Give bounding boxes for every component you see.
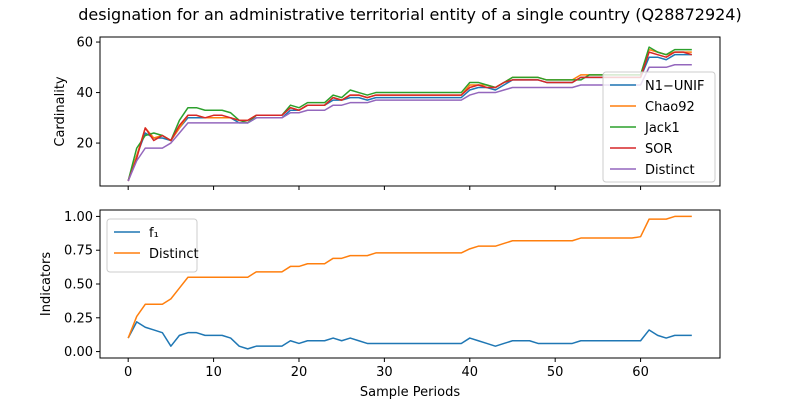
y-tick-label: 60 xyxy=(76,36,93,51)
legend-box xyxy=(602,71,716,183)
axes-frame xyxy=(99,36,721,187)
legend-label: Distinct xyxy=(645,163,695,178)
subplot-2: 0 10 20 30 40 50 60 0.00 0.25 0.50 0.75 1.00 Indicat… xyxy=(39,209,721,400)
legend-label: f₁ xyxy=(149,226,159,241)
legend-label: Jack1 xyxy=(644,121,680,136)
x-tick-label: 40 xyxy=(462,365,479,380)
x-tick-label: 10 xyxy=(205,365,222,380)
y-tick-label: 0.00 xyxy=(64,345,93,360)
x-tick-label: 50 xyxy=(547,365,564,380)
y-axis-label: Cardinality xyxy=(53,76,68,147)
chart-title: designation for an administrative territ… xyxy=(78,5,741,24)
y-axis-label: Indicators xyxy=(39,252,54,316)
x-tick-label: 20 xyxy=(291,365,308,380)
x-tick-label: 60 xyxy=(632,365,649,380)
y-tick-label: 0.50 xyxy=(64,278,93,293)
series-line-2-2 xyxy=(127,215,692,339)
x-axis-label: Sample Periods xyxy=(360,385,460,400)
subplot-1: 20 40 60 Cardinality N1−UNIF Chao92 Jack1 SOR Di… xyxy=(53,36,721,190)
y-tick-label: 0.25 xyxy=(64,311,93,326)
series-line-1-3 xyxy=(127,46,692,182)
legend: N1−UNIF Chao92 Jack1 SOR Distinct xyxy=(602,71,716,183)
y-tick-label: 0.75 xyxy=(64,244,93,259)
y-tick-label: 1.00 xyxy=(64,210,93,225)
y-tick-label: 20 xyxy=(76,137,93,152)
series-line-1-4 xyxy=(127,51,693,182)
series-line-1-5 xyxy=(127,64,692,182)
legend-label: Chao92 xyxy=(645,100,695,115)
legend-label: N1−UNIF xyxy=(645,79,704,94)
y-tick-label: 40 xyxy=(76,86,93,101)
legend: f₁ Distinct xyxy=(106,218,199,273)
x-tick-label: 30 xyxy=(376,365,393,380)
x-tick-label: 0 xyxy=(124,365,132,380)
series-line-2-1 xyxy=(127,321,692,350)
legend-label: SOR xyxy=(645,142,673,157)
legend-label: Distinct xyxy=(149,247,199,262)
